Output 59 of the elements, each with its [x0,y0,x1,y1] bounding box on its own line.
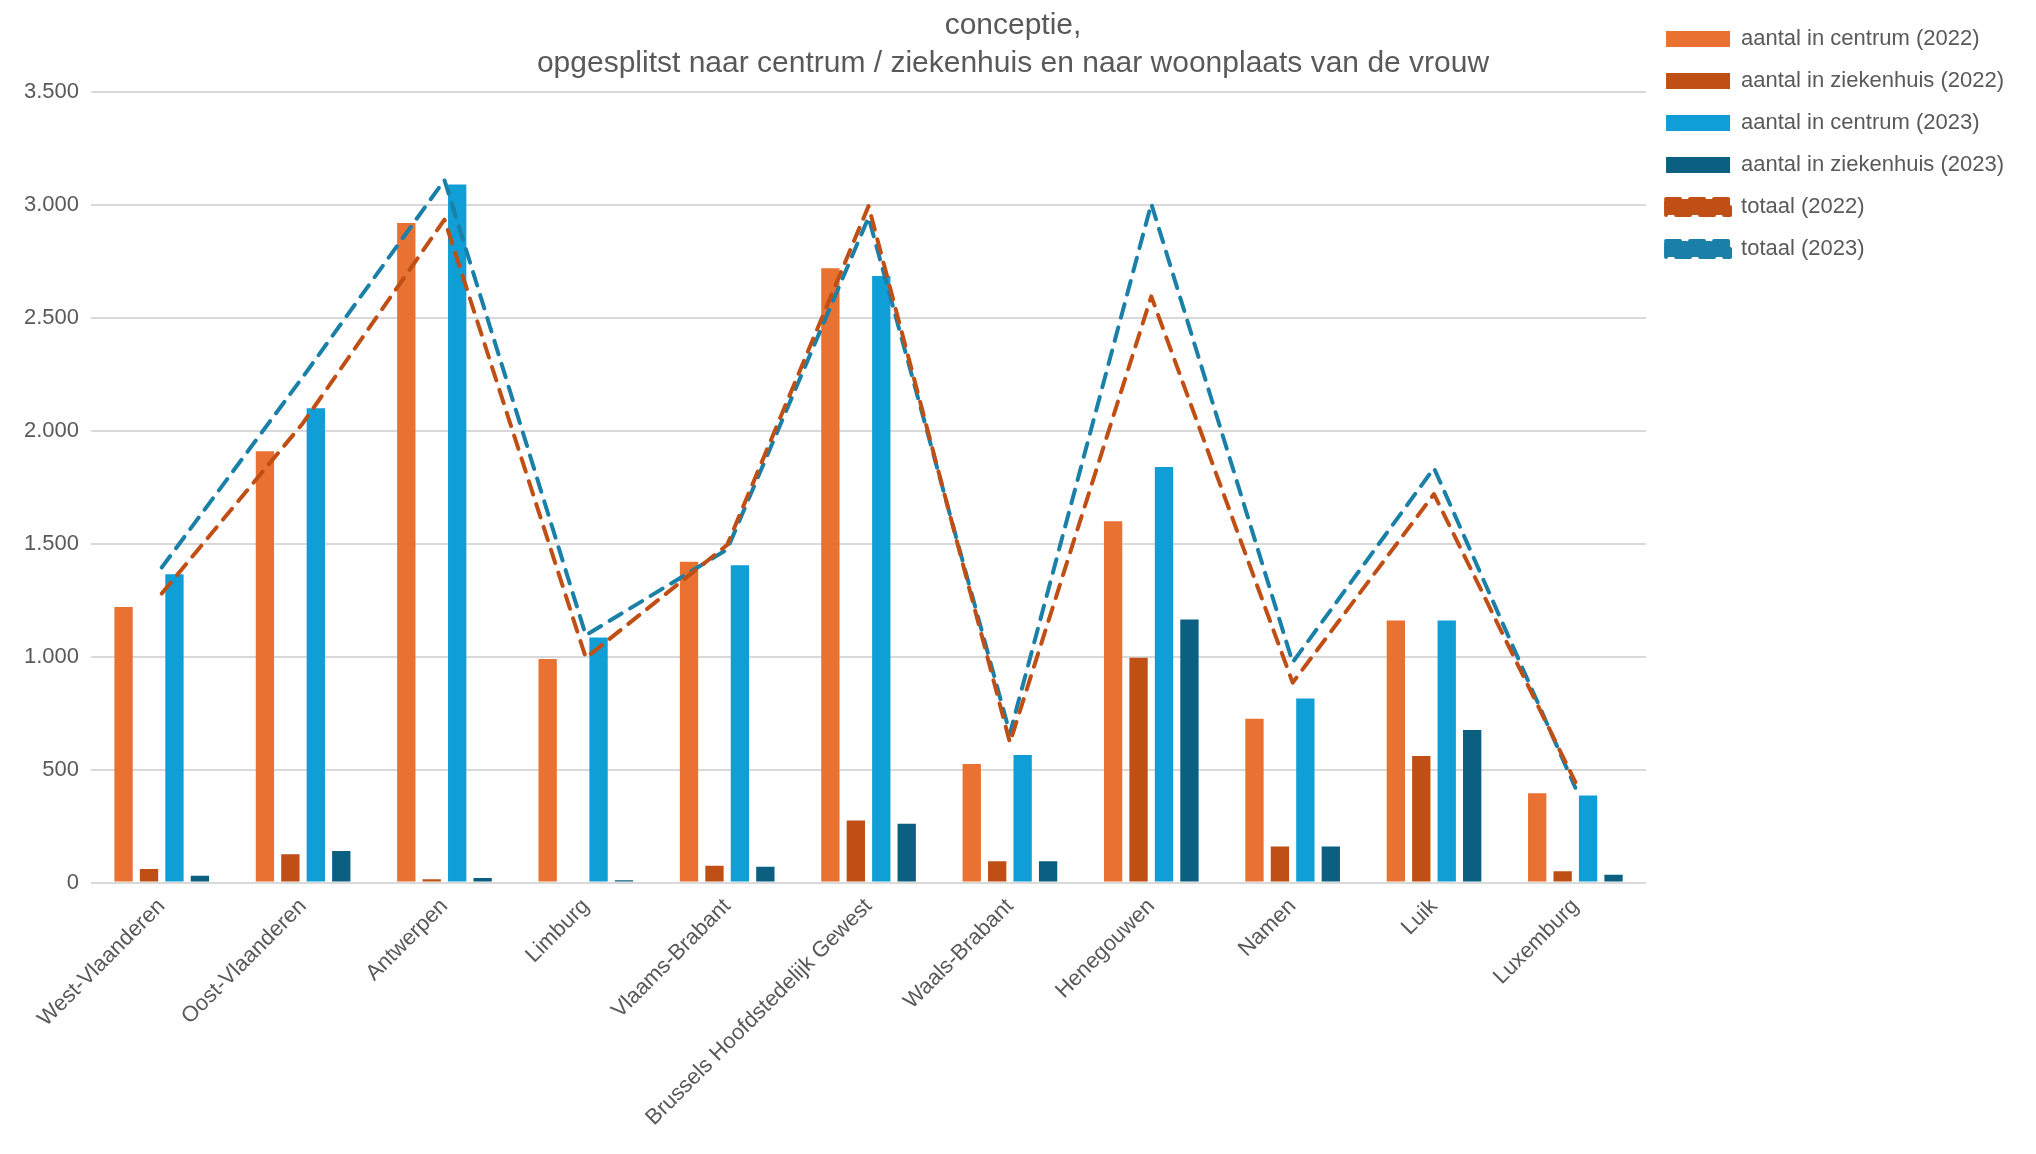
legend-label: aantal in centrum (2022) [1741,25,1980,51]
bar [538,658,557,882]
y-tick-label: 1.500 [23,529,80,555]
bar [897,823,916,882]
y-tick-label: 1.000 [23,642,80,668]
y-tick-label: 2.000 [23,416,80,442]
bar [139,869,159,882]
bar [1296,698,1315,882]
chart-subtitle: opgesplitst naar centrum / ziekenhuis en naar woonplaats van de vrouw [536,45,1490,79]
bar [1386,620,1405,882]
bar [422,879,441,882]
bar [332,850,351,882]
y-tick-label: 2.500 [23,303,80,329]
legend-label: totaal (2023) [1741,235,1865,261]
bar [448,184,467,882]
bar [1180,619,1199,882]
bar [281,854,300,882]
bar [397,223,416,882]
bar [1013,754,1032,882]
bar [1578,795,1598,882]
y-tick-label: 500 [42,755,80,781]
bar [1103,521,1123,882]
bar [1154,466,1174,882]
y-tick-label: 3.000 [23,191,80,216]
bar [872,276,891,882]
bar [1412,756,1431,882]
bar [473,878,492,882]
legend-label: aantal in ziekenhuis (2022) [1741,67,2005,93]
bar [1463,730,1482,882]
bar [306,408,325,882]
y-tick-label: 3.500 [23,78,80,104]
legend-label: aantal in ziekenhuis (2023) [1741,151,2005,177]
bar [679,561,699,882]
bar [988,861,1007,882]
bar [846,820,865,882]
bar [1553,871,1572,882]
bar [1245,718,1264,882]
legend-label: aantal in centrum (2023) [1741,109,1980,135]
bar [1437,620,1456,882]
legend-label: totaal (2022) [1741,193,1865,219]
bar [1129,657,1148,882]
bar [730,565,750,882]
bar [165,574,184,882]
x-tick-label: Luik [1395,892,1443,940]
bar [589,637,608,882]
chart-title: conceptie, [944,7,1082,41]
bar [1528,793,1547,882]
bar [821,268,840,882]
bar [962,764,981,882]
bar [190,875,210,882]
bar [1604,874,1623,882]
bar [1038,861,1058,882]
y-tick-label: 0 [66,868,80,894]
bar [1321,846,1340,882]
bar [255,451,275,882]
bar [705,865,724,882]
bar [756,866,775,882]
bar [1270,846,1290,882]
bar [114,607,133,882]
